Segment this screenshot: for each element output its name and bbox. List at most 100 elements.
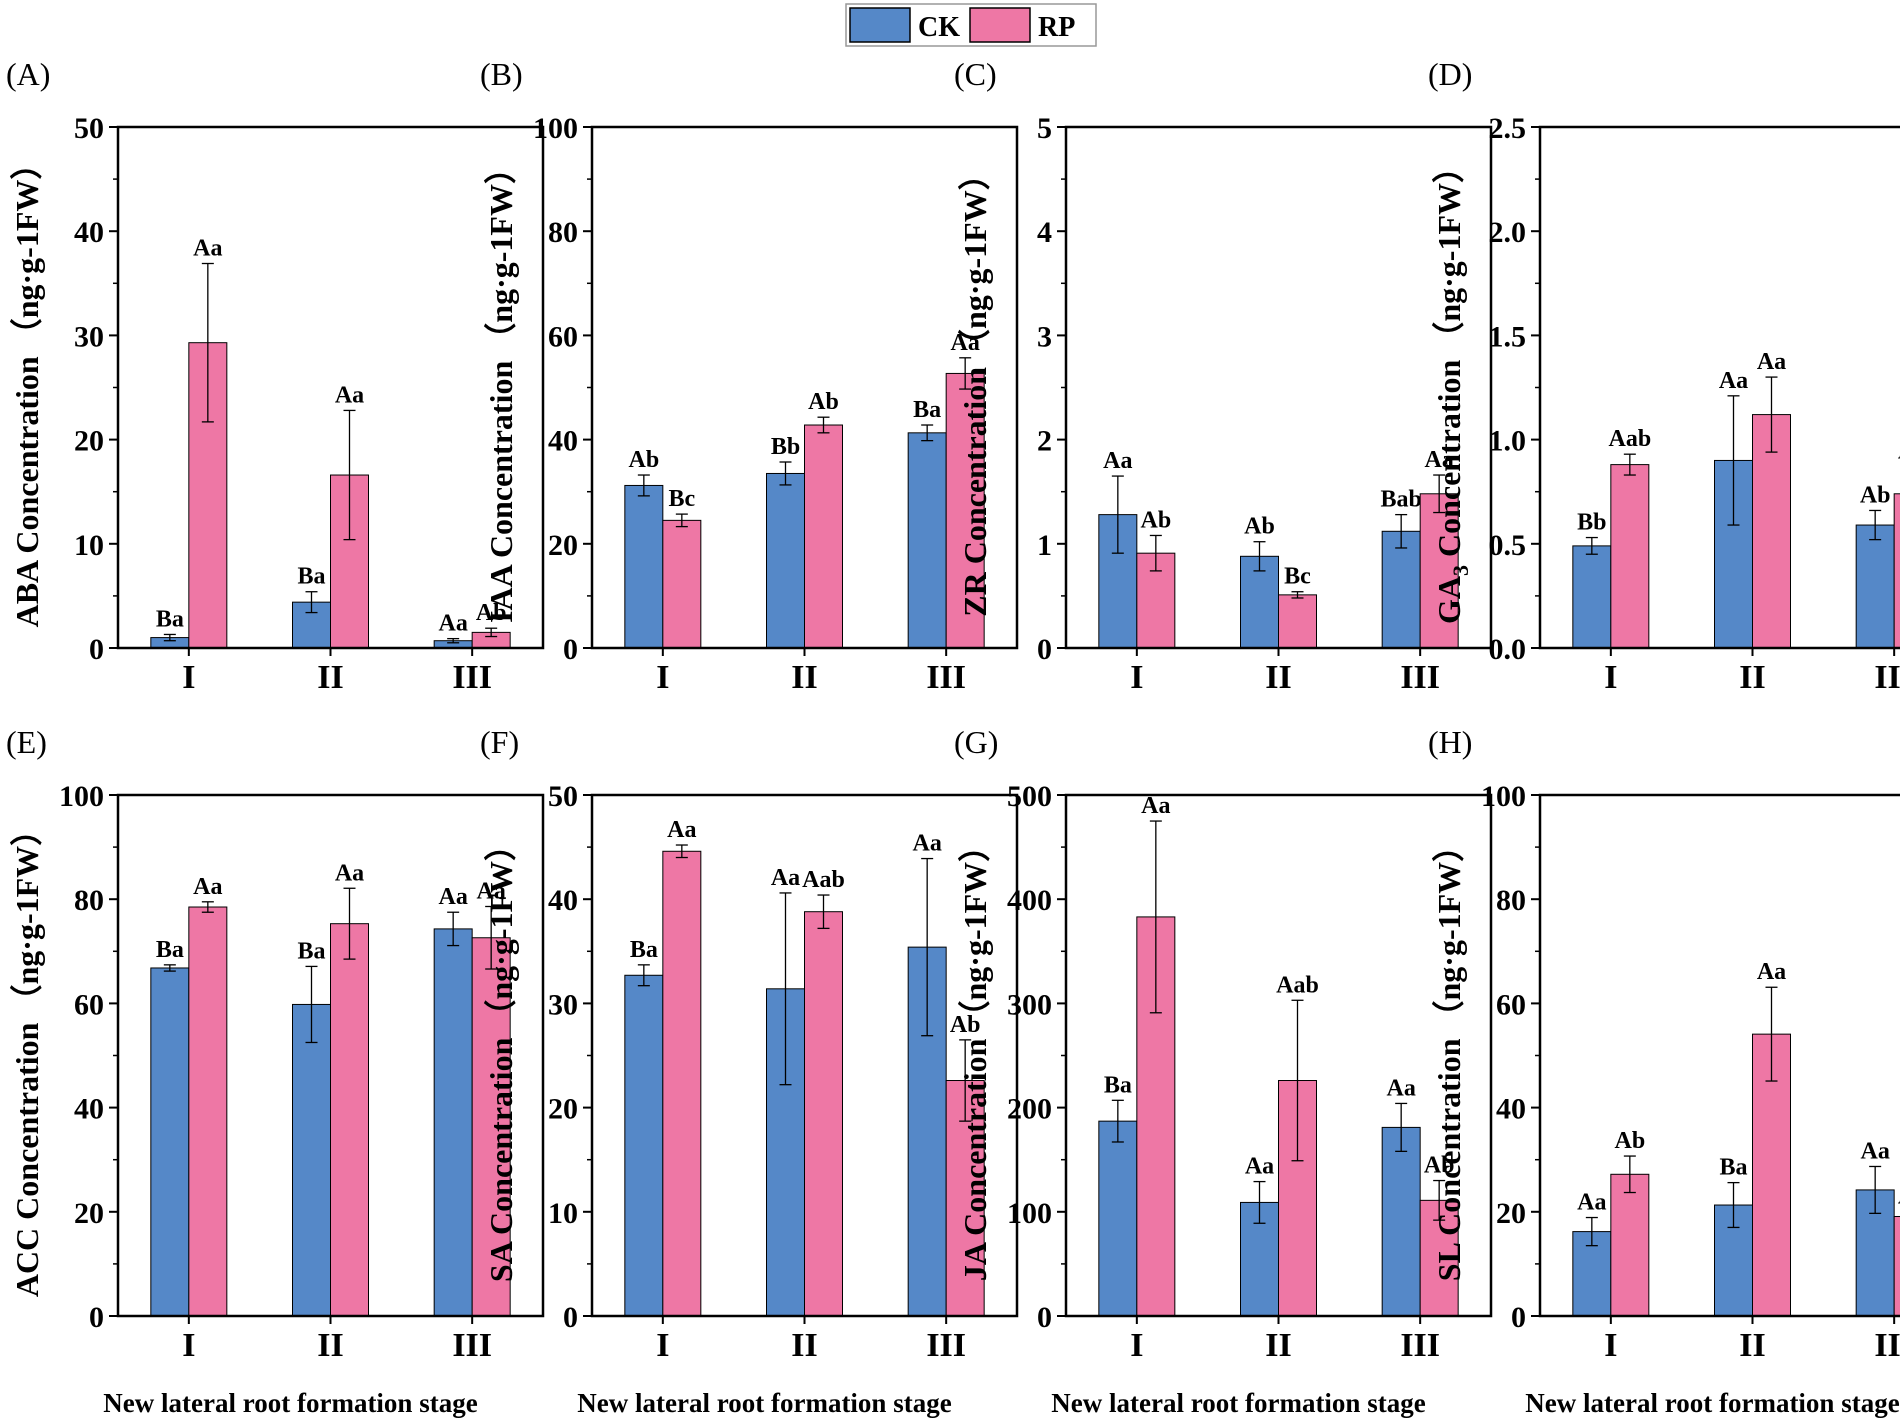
significance-label: Ba: [1719, 1155, 1747, 1181]
bar-ck-II: [292, 1003, 331, 1317]
x-tick-label: II: [791, 659, 817, 696]
bar-rp-II: [804, 424, 843, 649]
x-tick-label: I: [182, 1327, 195, 1364]
y-tick-label: 40: [1496, 1093, 1526, 1126]
significance-label: Aa: [771, 865, 800, 891]
y-tick-label: 0: [1037, 633, 1052, 666]
y-axis-label-name: SA Concentration: [483, 1037, 519, 1282]
significance-label: Aa: [1577, 1190, 1606, 1216]
legend: CK RP: [845, 3, 1097, 47]
x-tick-label: II: [1265, 1327, 1291, 1364]
significance-label: Aa: [912, 831, 941, 857]
plot-frame: [1538, 793, 1900, 1318]
chart-panel-e: (E) Ba Aa I Ba Aa II Aa Aa III 0 20 40 60 80 100 ACC Con…: [6, 724, 545, 1418]
y-tick-label: 3: [1037, 320, 1052, 353]
y-tick-label: 0.5: [1489, 529, 1527, 562]
bar-ck-I: [624, 974, 664, 1317]
y-axis-label: SA Concentration （ng·g-1FW）: [483, 829, 519, 1282]
y-tick-label: 50: [548, 780, 578, 813]
x-tick-label: II: [791, 1327, 817, 1364]
y-axis-label-rest: Concentration: [1431, 359, 1467, 565]
y-tick-label: 0: [1037, 1301, 1052, 1334]
panel-label: (D): [1428, 56, 1472, 92]
bar-ck-III: [433, 928, 473, 1317]
significance-label: Ab: [1614, 1128, 1645, 1154]
legend-swatch-ck: [849, 7, 911, 43]
y-tick-label: 1.5: [1489, 320, 1527, 353]
bar-rp-II: [1752, 414, 1791, 649]
legend-swatch-rp: [969, 7, 1031, 43]
bar-rp-II: [330, 923, 369, 1317]
y-axis-label-name: ZR Concentration: [957, 367, 993, 617]
significance-label: Aa: [438, 611, 467, 637]
y-axis-label-unit: （ng·g-1FW）: [483, 829, 519, 1032]
bar-ck-III: [1381, 530, 1421, 649]
y-tick-label: 10: [548, 1197, 578, 1230]
y-axis-label-name: IAA Concentration: [483, 361, 519, 623]
x-tick-label: III: [926, 1327, 966, 1364]
significance-label: Ab: [1244, 514, 1275, 540]
significance-label: Ba: [156, 937, 184, 963]
significance-label: Aa: [1103, 448, 1132, 474]
x-tick-label: II: [317, 1327, 343, 1364]
y-axis-label-name: ABA Concentration: [9, 356, 45, 627]
y-tick-label: 20: [548, 529, 578, 562]
y-tick-label: 40: [74, 216, 104, 249]
significance-label: Ab: [950, 1012, 981, 1038]
bar-ck-II: [1240, 555, 1279, 649]
bar-rp-I: [1610, 464, 1650, 649]
x-tick-label: III: [1400, 1327, 1440, 1364]
bar-rp-III: [1419, 493, 1459, 649]
significance-label: Aa: [476, 878, 505, 904]
y-tick-label: 80: [74, 884, 104, 917]
y-tick-label: 1: [1037, 529, 1052, 562]
x-tick-label: II: [1265, 659, 1291, 696]
significance-label: Aa: [950, 330, 979, 356]
significance-label: Aab: [1276, 972, 1319, 998]
x-tick-label: III: [1874, 1327, 1900, 1364]
x-axis-label: New lateral root formation stage: [1051, 1388, 1425, 1418]
y-axis-label-name: JA Concentration: [957, 1038, 993, 1281]
y-tick-label: 50: [74, 112, 104, 145]
x-tick-label: III: [1400, 659, 1440, 696]
y-axis-label: ACC Concentration （ng·g-1FW）: [9, 814, 45, 1297]
plot-frame: [1064, 125, 1493, 650]
y-tick-label: 0: [1511, 1301, 1526, 1334]
significance-label: Ba: [630, 937, 658, 963]
x-axis-label: New lateral root formation stage: [577, 1388, 951, 1418]
y-tick-label: 20: [74, 1197, 104, 1230]
y-tick-label: 100: [1481, 780, 1526, 813]
y-tick-label: 60: [74, 988, 104, 1021]
x-tick-label: I: [182, 659, 195, 696]
plot-frame: [1538, 125, 1900, 650]
significance-label: Aa: [335, 382, 364, 408]
y-axis-label-name: GA: [1431, 576, 1467, 624]
bar-rp-I: [662, 850, 702, 1317]
significance-label: Ab: [1140, 507, 1171, 533]
panel-label: (G): [954, 724, 998, 760]
x-axis-label: New lateral root formation stage: [1525, 1388, 1899, 1418]
panel-label: (H): [1428, 724, 1472, 760]
y-tick-label: 80: [1496, 884, 1526, 917]
significance-label: Aa: [335, 860, 364, 886]
panel-label: (C): [954, 56, 997, 92]
y-tick-label: 20: [1496, 1197, 1526, 1230]
plot-frame: [116, 793, 545, 1318]
significance-label: Ab: [628, 447, 659, 473]
bar-ck-III: [1855, 524, 1895, 649]
significance-label: Bb: [1577, 510, 1606, 536]
significance-label: Aa: [1386, 1075, 1415, 1101]
chart-panel-a: (A) Ba Aa I Ba Aa II Aa Ab III 0 10 20 30 40 50 ABA Conc…: [6, 56, 545, 696]
y-tick-label: 2: [1037, 425, 1052, 458]
bar-rp-II: [804, 911, 843, 1317]
plot-frame: [590, 793, 1019, 1318]
significance-label: Aa: [1424, 447, 1453, 473]
bar-ck-III: [907, 432, 947, 649]
y-tick-label: 0.0: [1489, 633, 1527, 666]
plot-frame: [1064, 793, 1493, 1318]
y-axis-label: JA Concentration （ng·g-1FW）: [957, 830, 993, 1281]
y-axis-label-unit: （ng·g-1FW）: [9, 148, 45, 351]
plot-frame: [590, 125, 1019, 650]
